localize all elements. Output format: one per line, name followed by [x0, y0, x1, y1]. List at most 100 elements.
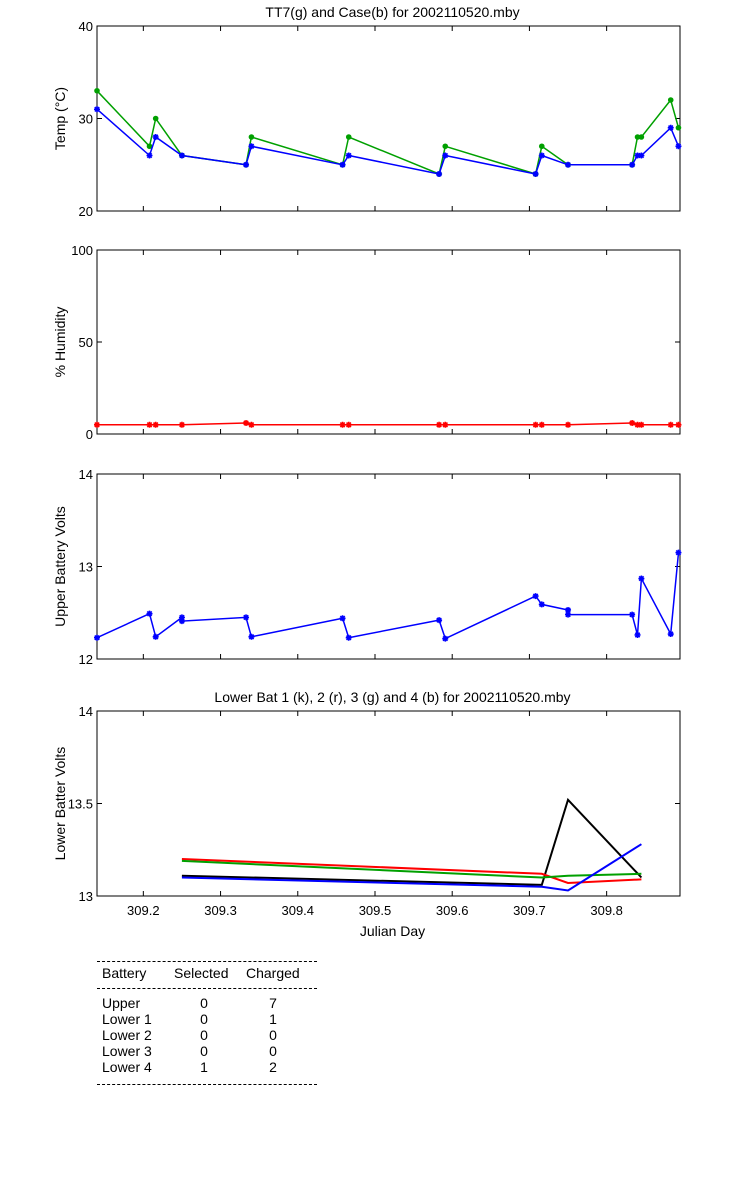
table-row: Lower 3 0 0 — [102, 1043, 317, 1059]
data-point — [442, 635, 449, 642]
table-row: Lower 2 0 0 — [102, 1027, 317, 1043]
data-point — [638, 134, 645, 140]
charged-count: 7 — [269, 995, 277, 1011]
data-point — [243, 419, 250, 426]
data-point — [436, 421, 443, 428]
battery-name: Upper — [102, 995, 141, 1011]
y-tick-label: 13 — [79, 889, 93, 904]
data-point — [178, 614, 185, 621]
data-point — [565, 421, 572, 428]
y-axis-label: % Humidity — [52, 307, 68, 378]
y-tick-label: 0 — [86, 427, 93, 442]
data-point — [152, 421, 159, 428]
y-axis-label: Temp (°C) — [52, 87, 68, 150]
y-tick-label: 14 — [79, 704, 93, 719]
y-tick-label: 12 — [79, 652, 93, 667]
y-tick-label: 13.5 — [68, 797, 93, 812]
data-point — [345, 152, 352, 159]
x-axis-label: Julian Day — [360, 923, 425, 939]
battery-name: Lower 3 — [102, 1043, 152, 1059]
table-divider-top — [97, 961, 317, 962]
data-point — [152, 633, 159, 640]
data-point — [538, 421, 545, 428]
data-point — [532, 171, 539, 177]
data-point — [675, 549, 682, 556]
battery-table: Battery Selected Charged Upper 0 7 Lower… — [97, 961, 317, 1085]
battery-name: Lower 2 — [102, 1027, 152, 1043]
header-charged: Charged — [246, 965, 300, 981]
data-point — [667, 631, 674, 638]
y-axis-label: Lower Batter Volts — [52, 747, 68, 861]
series-line-tt7 — [96, 90, 680, 176]
data-point — [634, 152, 641, 159]
charts-canvas: 20 30 40 TT7(g) and Case(b) for 2002110520.… — [52, 4, 682, 939]
data-point — [243, 614, 250, 621]
charged-count: 0 — [269, 1043, 277, 1059]
data-point — [345, 634, 352, 641]
table-header: Battery Selected Charged — [97, 962, 317, 988]
y-tick-label: 13 — [79, 560, 93, 575]
data-point — [178, 152, 185, 159]
table-divider-bottom — [97, 1084, 317, 1085]
selected-count: 0 — [200, 1027, 208, 1043]
data-point — [339, 161, 346, 168]
data-point — [538, 601, 545, 608]
y-tick-label: 40 — [79, 19, 93, 34]
data-point — [248, 143, 255, 150]
chart-title: Lower Bat 1 (k), 2 (r), 3 (g) and 4 (b) … — [214, 689, 570, 705]
data-point — [629, 419, 636, 426]
data-point — [146, 143, 153, 150]
data-point — [629, 161, 636, 168]
charged-count: 2 — [269, 1059, 277, 1075]
y-tick-label: 20 — [79, 204, 93, 219]
data-point — [634, 134, 641, 140]
data-point — [94, 106, 100, 113]
data-point — [638, 421, 645, 428]
selected-count: 0 — [200, 1043, 208, 1059]
y-tick-label: 50 — [79, 335, 93, 350]
data-point — [94, 421, 100, 428]
plot-frame — [96, 25, 681, 212]
x-tick-label: 309.2 — [127, 903, 160, 918]
series-line-lower-3 — [181, 859, 642, 879]
x-tick-label: 309.7 — [513, 903, 546, 918]
data-point — [146, 421, 153, 428]
data-point — [532, 593, 539, 600]
chart-3: 12 13 14 Upper Battery Volts — [52, 467, 682, 667]
data-point — [436, 617, 443, 624]
data-point — [638, 575, 645, 582]
data-point — [248, 134, 255, 140]
y-tick-label: 100 — [71, 243, 93, 258]
series-line-lower-1 — [181, 797, 643, 886]
selected-count: 0 — [200, 995, 208, 1011]
series-line-lower-4 — [181, 843, 642, 892]
table-row: Upper 0 7 — [102, 995, 317, 1011]
table-row: Lower 1 0 1 — [102, 1011, 317, 1027]
data-point — [538, 143, 545, 150]
charged-count: 0 — [269, 1027, 277, 1043]
data-point — [629, 611, 636, 618]
y-axis-label: Upper Battery Volts — [52, 506, 68, 627]
x-tick-label: 309.5 — [359, 903, 392, 918]
data-point — [178, 421, 185, 428]
y-tick-label: 14 — [79, 467, 93, 482]
data-point — [532, 421, 539, 428]
data-point — [634, 631, 641, 638]
y-tick-label: 30 — [79, 112, 93, 127]
data-point — [667, 124, 674, 131]
data-point — [436, 171, 443, 177]
data-point — [178, 618, 185, 625]
series-line-case — [96, 108, 680, 175]
data-point — [667, 421, 674, 428]
data-point — [442, 143, 449, 150]
data-point — [345, 134, 352, 140]
data-point — [94, 87, 100, 94]
plot-frame — [96, 473, 681, 660]
table-body: Upper 0 7 Lower 1 0 1 Lower 2 0 0 Lower … — [97, 989, 317, 1084]
data-point — [339, 421, 346, 428]
data-point — [675, 143, 682, 150]
data-point — [248, 421, 255, 428]
chart-1: 20 30 40 TT7(g) and Case(b) for 2002110520.… — [52, 4, 682, 219]
x-tick-label: 309.3 — [204, 903, 237, 918]
data-point — [248, 633, 255, 640]
